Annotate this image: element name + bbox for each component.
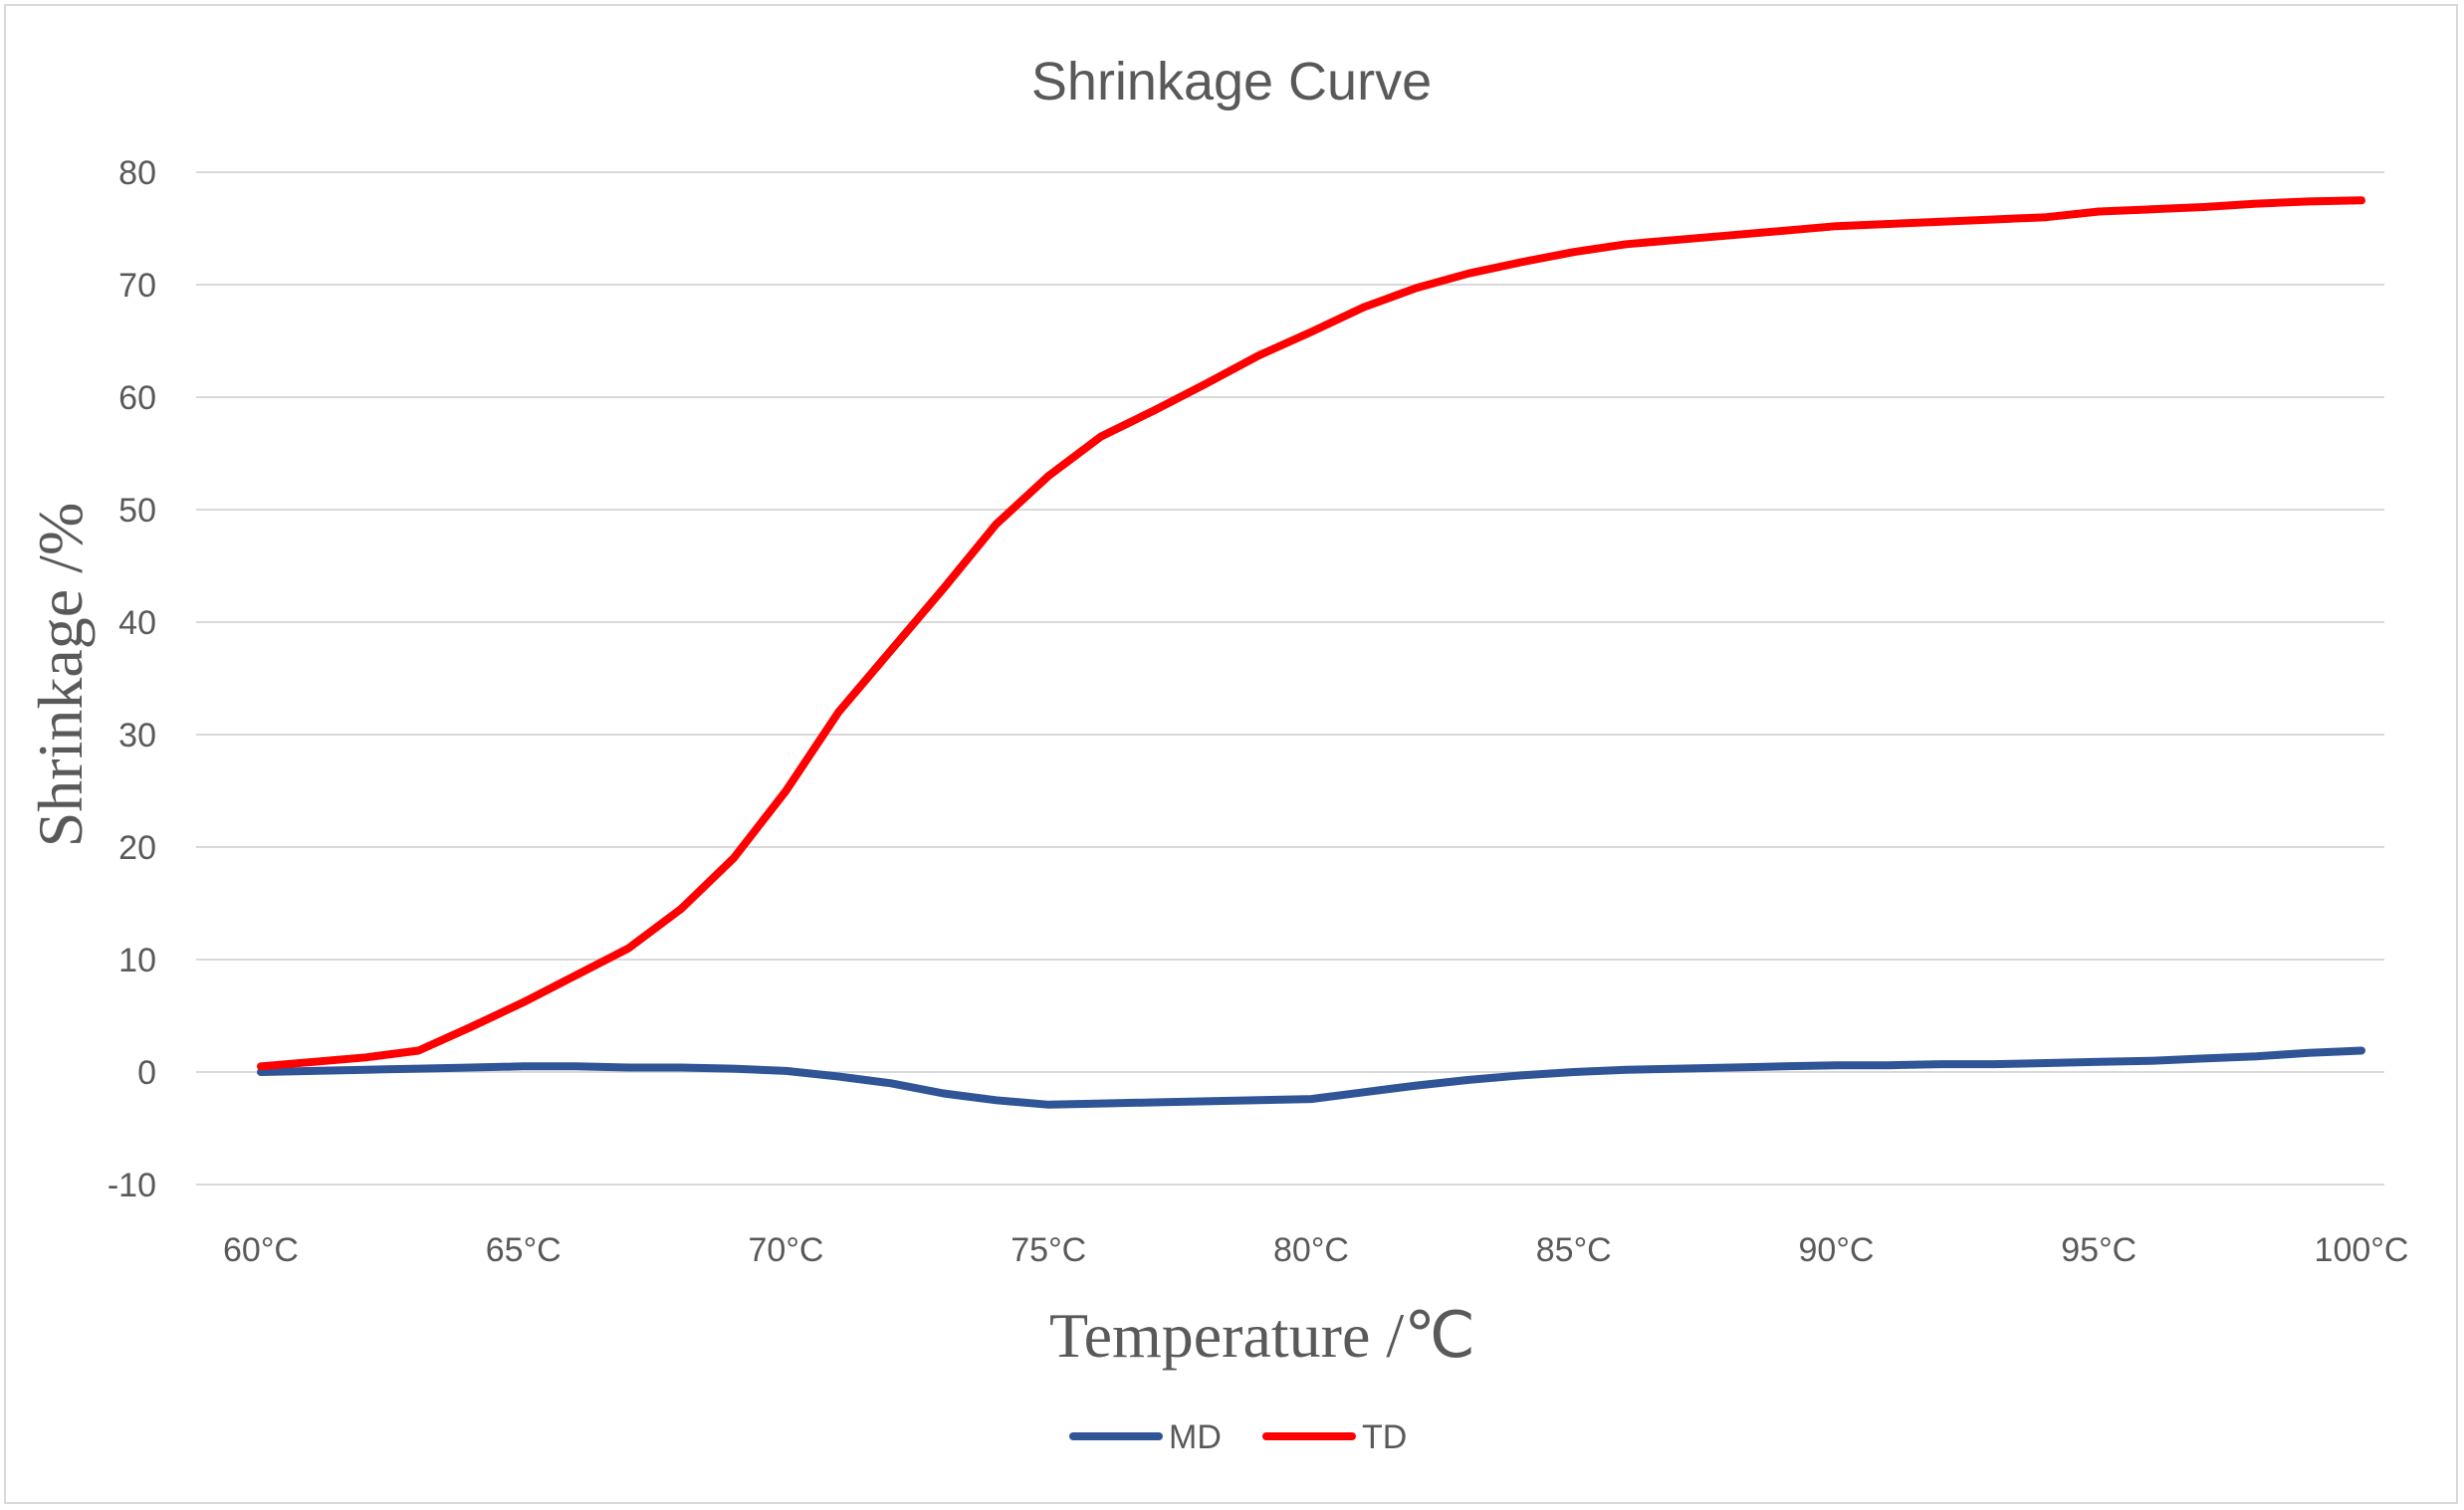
legend-item-td: TD (1262, 1418, 1407, 1456)
x-tick-label: 80°C (1273, 1231, 1349, 1269)
chart-frame (4, 4, 2458, 1504)
y-tick-label: 70 (118, 267, 156, 305)
legend-label: MD (1169, 1418, 1222, 1456)
y-tick-label: -10 (108, 1167, 156, 1204)
y-tick-label: 0 (137, 1054, 156, 1092)
y-tick-label: 10 (118, 942, 156, 979)
x-axis-title: Temperature /℃ (1049, 1300, 1475, 1371)
x-tick-label: 90°C (1799, 1231, 1875, 1269)
legend: MD TD (1069, 1418, 1407, 1456)
legend-item-md: MD (1069, 1418, 1222, 1456)
series-lines (257, 196, 2365, 1109)
x-tick-label: 60°C (223, 1231, 299, 1269)
x-tick-label: 70°C (749, 1231, 824, 1269)
x-tick-label: 95°C (2061, 1231, 2136, 1269)
x-tick-label: 75°C (1010, 1231, 1086, 1269)
y-tick-label: 20 (118, 829, 156, 867)
x-tick-label: 85°C (1536, 1231, 1612, 1269)
y-tick-label: 50 (118, 492, 156, 530)
series-line-td (257, 196, 2365, 1071)
y-tick-label: 80 (118, 154, 156, 192)
gridlines (196, 171, 2384, 1186)
x-axis-ticks: 60°C 65°C 70°C 75°C 80°C 85°C 90°C 95°C 100°C (223, 1231, 2408, 1269)
x-tick-label: 65°C (486, 1231, 561, 1269)
y-axis-title: Shrinkage /% (25, 503, 96, 848)
x-tick-label: 100°C (2315, 1231, 2409, 1269)
y-axis-ticks: -10 0 10 20 30 40 50 60 70 80 (108, 154, 156, 1204)
y-tick-label: 60 (118, 379, 156, 417)
legend-label: TD (1362, 1418, 1407, 1456)
chart-title: Shrinkage Curve (1031, 52, 1432, 111)
y-tick-label: 40 (118, 604, 156, 642)
y-tick-label: 30 (118, 717, 156, 755)
series-line-md (257, 1046, 2365, 1109)
